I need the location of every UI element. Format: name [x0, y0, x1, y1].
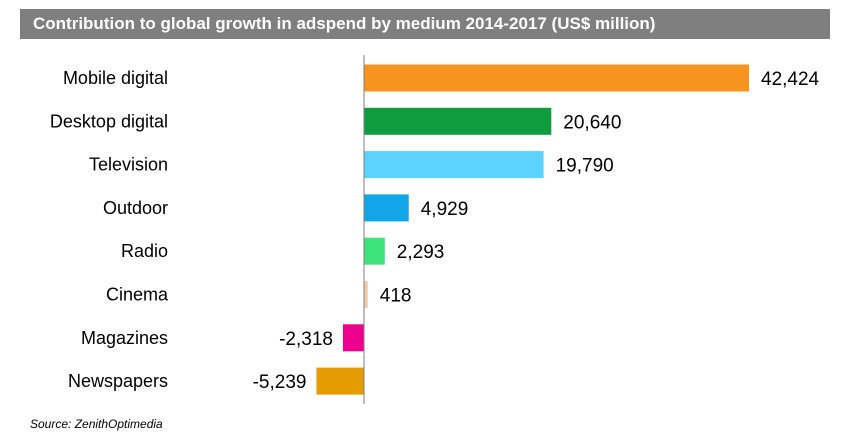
chart-title: Contribution to global growth in adspend… — [33, 14, 656, 33]
value-label: 20,640 — [563, 112, 621, 133]
value-label: 2,293 — [397, 242, 445, 263]
title-bar: Contribution to global growth in adspend… — [20, 9, 830, 39]
bar-radio — [364, 237, 385, 265]
category-label: Desktop digital — [50, 111, 168, 131]
bar-magazines — [342, 324, 364, 352]
category-label: Newspapers — [68, 371, 168, 391]
value-label: 19,790 — [556, 156, 614, 177]
bar-newspapers — [316, 367, 364, 395]
category-label: Outdoor — [103, 198, 168, 218]
bar-cinema — [364, 281, 368, 308]
category-label: Radio — [121, 241, 168, 261]
value-label: -5,239 — [253, 372, 307, 393]
bar-mobile-digital — [364, 64, 749, 92]
value-label: 42,424 — [761, 69, 820, 90]
category-label: Cinema — [106, 285, 169, 305]
category-label: Mobile digital — [63, 68, 168, 88]
value-label: 418 — [380, 286, 412, 307]
value-label: 4,929 — [421, 199, 469, 220]
bar-outdoor — [364, 194, 409, 222]
bar-desktop-digital — [364, 107, 552, 135]
bar-television — [364, 151, 544, 179]
category-label: Television — [89, 155, 168, 175]
value-label: -2,318 — [279, 329, 333, 350]
source-note: Source: ZenithOptimedia — [30, 417, 163, 431]
category-label: Magazines — [81, 328, 168, 348]
